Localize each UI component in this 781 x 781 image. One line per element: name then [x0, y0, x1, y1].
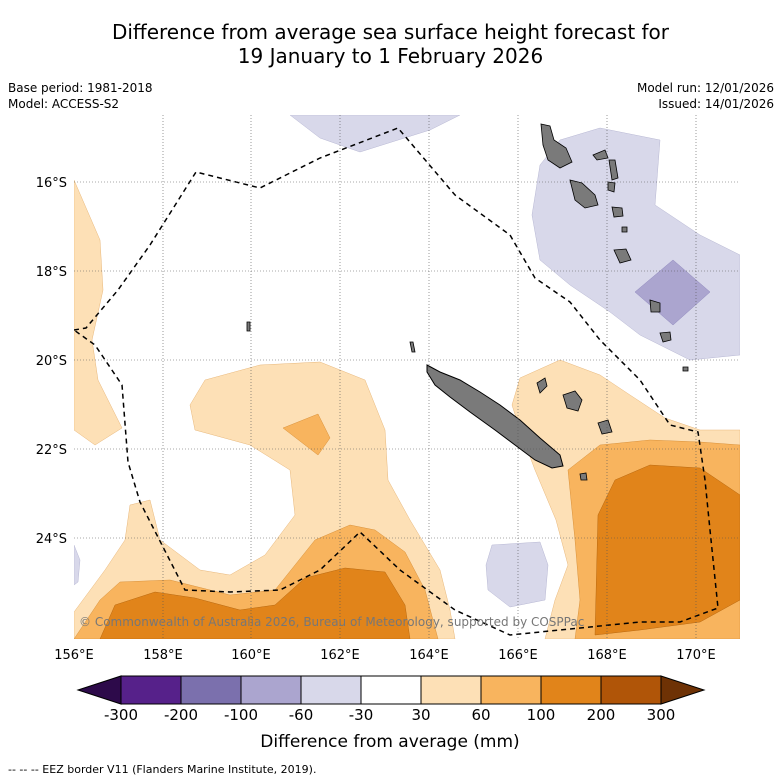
- colorbar-swatch-9: [600, 675, 662, 705]
- colorbar-tick: -100: [224, 706, 258, 724]
- map-area: [74, 115, 740, 639]
- colorbar-tick: -30: [349, 706, 374, 724]
- model-name: Model: ACCESS-S2: [8, 97, 120, 111]
- colorbar-tick: 200: [587, 706, 616, 724]
- colorbar-swatch-3: [240, 675, 302, 705]
- lon-label-170e: 170°E: [676, 648, 716, 663]
- meta-right: Model run: 12/01/2026 Issued: 14/01/2026: [637, 80, 774, 112]
- lon-label-168e: 168°E: [587, 648, 627, 663]
- loyalty-island-3: [597, 419, 613, 435]
- title-line-1: Difference from average sea surface heig…: [111, 20, 670, 44]
- gridlines: [74, 115, 740, 639]
- issued-date: Issued: 14/01/2026: [658, 97, 774, 111]
- loyalty-island-2: [562, 390, 583, 412]
- vanuatu-island-c: [607, 181, 616, 193]
- anomaly-region-lavender-south: [485, 541, 549, 608]
- colorbar-swatch-1: [120, 675, 182, 705]
- lon-label-162e: 162°E: [320, 648, 360, 663]
- colorbar-tick: -60: [289, 706, 314, 724]
- vanuatu-island-a: [592, 149, 609, 161]
- eez-border: [74, 127, 719, 636]
- lat-label-18s: 18°S: [36, 265, 67, 280]
- colorbar-tick: 30: [411, 706, 430, 724]
- title-line-2: 19 January to 1 February 2026: [237, 44, 544, 68]
- colorbar-extend-high: [660, 675, 706, 705]
- colorbar-tick: 100: [527, 706, 556, 724]
- vanuatu-espiritu-santo: [540, 123, 573, 169]
- colorbar-extend-low: [76, 675, 122, 705]
- colorbar-swatch-4: [300, 675, 362, 705]
- lat-label-16s: 16°S: [36, 176, 67, 191]
- colorbar-swatch-7: [480, 675, 542, 705]
- colorbar-swatch-5: [360, 675, 422, 705]
- new-caledonia-landmass: [426, 364, 564, 469]
- colorbar-swatch-8: [540, 675, 602, 705]
- lon-label-166e: 166°E: [498, 648, 538, 663]
- vanuatu-erromango: [613, 248, 632, 264]
- lon-label-160e: 160°E: [231, 648, 271, 663]
- vanuatu-tanna: [649, 299, 661, 313]
- vanuatu-small-2: [682, 366, 689, 372]
- meta-left: Base period: 1981-2018 Model: ACCESS-S2: [8, 80, 153, 112]
- colorbar-tick: 300: [647, 706, 676, 724]
- model-run: Model run: 12/01/2026: [636, 81, 774, 95]
- lat-label-22s: 22°S: [36, 443, 67, 458]
- copyright-watermark: © Commonwealth of Australia 2026, Bureau…: [79, 615, 584, 629]
- colorbar-swatch-2: [180, 675, 242, 705]
- colorbar-tick: -300: [104, 706, 138, 724]
- loyalty-island-1: [536, 377, 548, 394]
- anomaly-region-purple: [634, 259, 711, 326]
- eez-footnote: -- -- -- EEZ border V11 (Flanders Marine…: [8, 763, 317, 776]
- base-period: Base period: 1981-2018: [8, 81, 153, 95]
- lon-label-158e: 158°E: [143, 648, 183, 663]
- colorbar-swatch-6: [420, 675, 482, 705]
- anomaly-region-orange-patch: [282, 413, 331, 456]
- anomaly-region-dark-orange-south: [99, 567, 411, 639]
- vanuatu-malakula: [569, 179, 599, 209]
- vanuatu-small-1: [621, 226, 628, 233]
- isle-of-pines: [579, 472, 588, 481]
- lat-axis: 16°S 18°S 20°S 22°S 24°S: [36, 176, 67, 547]
- vanuatu-aneityum: [659, 331, 672, 343]
- lon-label-156e: 156°E: [54, 648, 94, 663]
- colorbar-ticks: -300 -200 -100 -60 -30 30 60 100 200 300: [104, 706, 675, 724]
- chart-title: Difference from average sea surface heig…: [0, 20, 781, 68]
- lon-axis: 156°E 158°E 160°E 162°E 164°E 166°E 168°…: [54, 648, 716, 663]
- anomaly-region-lavender-west-edge: [74, 544, 81, 586]
- colorbar-tick: 60: [471, 706, 490, 724]
- anomaly-region-dark-orange-east: [594, 464, 740, 636]
- anomaly-region-lavender-north: [289, 115, 461, 153]
- lat-label-20s: 20°S: [36, 354, 67, 369]
- vanuatu-efate: [611, 206, 624, 218]
- chesterfield-island: [246, 321, 251, 332]
- belep-islands: [409, 341, 416, 353]
- colorbar-tick: -200: [164, 706, 198, 724]
- lat-label-24s: 24°S: [36, 532, 67, 547]
- anomaly-region-light-orange-west: [74, 179, 123, 446]
- vanuatu-island-b: [608, 159, 619, 181]
- lon-label-164e: 164°E: [409, 648, 449, 663]
- colorbar-label: Difference from average (mm): [260, 732, 519, 752]
- colorbar: -300 -200 -100 -60 -30 30 60 100 200 300…: [76, 675, 706, 752]
